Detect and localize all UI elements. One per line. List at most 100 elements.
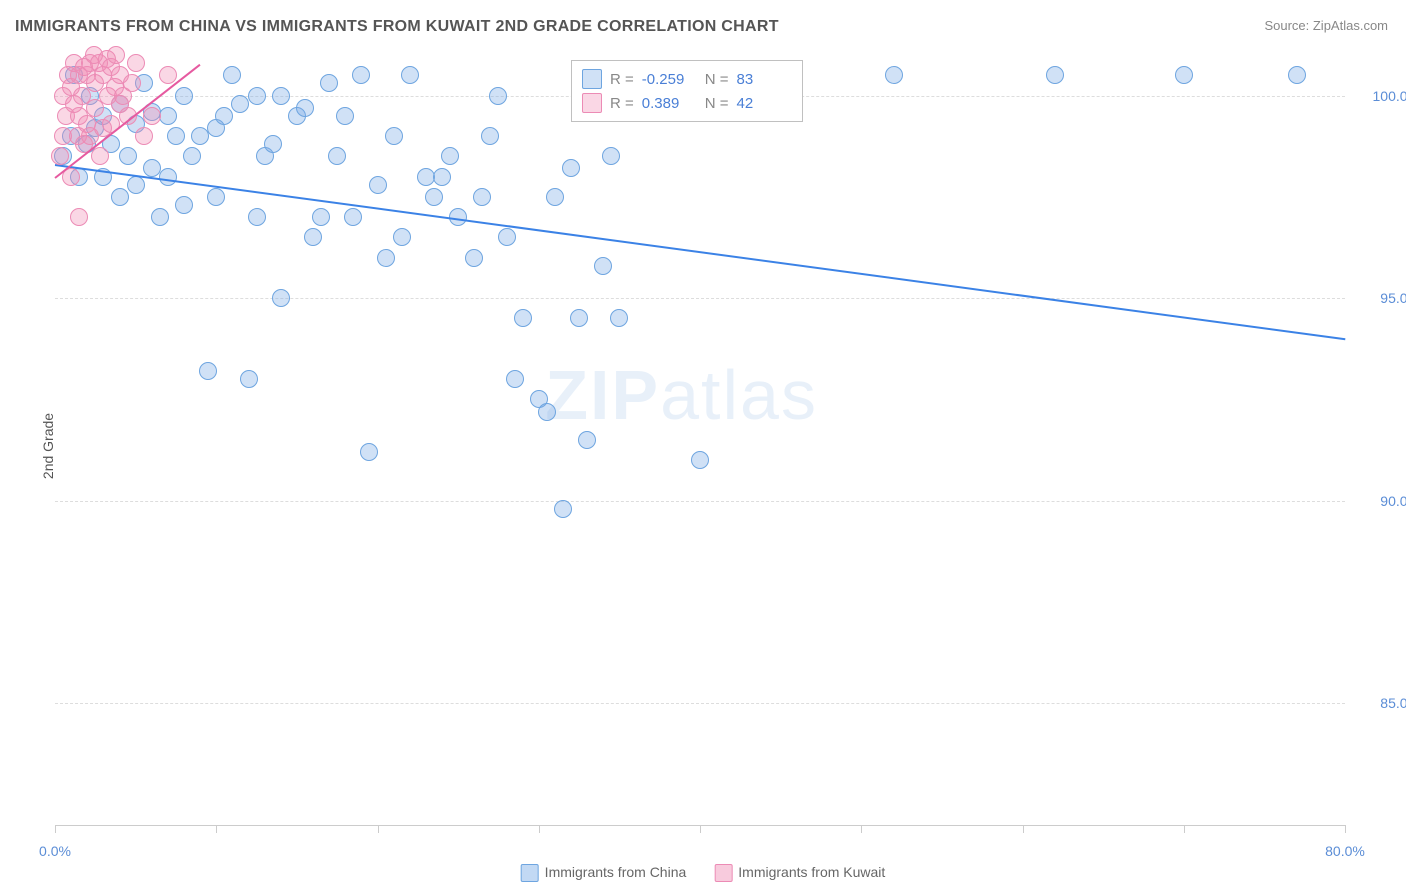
series-swatch <box>582 69 602 89</box>
data-point <box>107 46 125 64</box>
data-point <box>498 228 516 246</box>
data-point <box>151 208 169 226</box>
data-point <box>159 168 177 186</box>
data-point <box>336 107 354 125</box>
data-point <box>223 66 241 84</box>
scatter-plot-area: ZIPatlas 85.0%90.0%95.0%100.0%0.0%80.0%R… <box>55 55 1345 826</box>
data-point <box>885 66 903 84</box>
data-point <box>119 147 137 165</box>
data-point <box>538 403 556 421</box>
data-point <box>312 208 330 226</box>
gridline-horizontal <box>55 501 1345 502</box>
data-point <box>248 208 266 226</box>
data-point <box>207 188 225 206</box>
data-point <box>143 107 161 125</box>
trend-line <box>55 164 1345 340</box>
data-point <box>360 443 378 461</box>
x-axis-labels: 0.0%80.0% <box>55 843 1345 863</box>
watermark: ZIPatlas <box>545 355 818 435</box>
legend-swatch <box>714 864 732 882</box>
y-tick-label: 100.0% <box>1373 88 1406 104</box>
data-point <box>377 249 395 267</box>
data-point <box>514 309 532 327</box>
data-point <box>248 87 266 105</box>
data-point <box>264 135 282 153</box>
y-tick-label: 95.0% <box>1380 290 1406 306</box>
stats-row: R = 0.389 N = 42 <box>582 91 792 115</box>
data-point <box>562 159 580 177</box>
n-value: 42 <box>737 95 792 112</box>
data-point <box>691 451 709 469</box>
data-point <box>441 147 459 165</box>
data-point <box>70 208 88 226</box>
series-swatch <box>582 93 602 113</box>
data-point <box>159 107 177 125</box>
gridline-horizontal <box>55 298 1345 299</box>
data-point <box>231 95 249 113</box>
data-point <box>465 249 483 267</box>
data-point <box>175 87 193 105</box>
r-label: R = <box>610 71 634 88</box>
data-point <box>91 147 109 165</box>
data-point <box>473 188 491 206</box>
data-point <box>123 74 141 92</box>
legend-item: Immigrants from Kuwait <box>714 864 885 882</box>
data-point <box>127 54 145 72</box>
x-tick-label: 0.0% <box>39 843 71 859</box>
data-point <box>393 228 411 246</box>
data-point <box>272 87 290 105</box>
data-point <box>546 188 564 206</box>
data-point <box>578 431 596 449</box>
data-point <box>554 500 572 518</box>
chart-title: IMMIGRANTS FROM CHINA VS IMMIGRANTS FROM… <box>15 18 779 36</box>
data-point <box>506 370 524 388</box>
r-label: R = <box>610 95 634 112</box>
data-point <box>1175 66 1193 84</box>
source-attribution: Source: ZipAtlas.com <box>1264 18 1388 33</box>
legend-item: Immigrants from China <box>521 864 687 882</box>
data-point <box>481 127 499 145</box>
data-point <box>344 208 362 226</box>
data-point <box>594 257 612 275</box>
stats-row: R =-0.259N =83 <box>582 67 792 91</box>
data-point <box>489 87 507 105</box>
n-label: N = <box>705 71 729 88</box>
r-value: 0.389 <box>642 95 697 112</box>
data-point <box>191 127 209 145</box>
legend-label: Immigrants from China <box>545 864 687 880</box>
data-point <box>167 127 185 145</box>
data-point <box>215 107 233 125</box>
data-point <box>135 127 153 145</box>
data-point <box>111 188 129 206</box>
data-point <box>304 228 322 246</box>
data-point <box>175 196 193 214</box>
data-point <box>240 370 258 388</box>
n-value: 83 <box>737 71 792 88</box>
correlation-stats-box: R =-0.259N =83R =0.389N =42 <box>571 60 803 122</box>
x-tick-label: 80.0% <box>1325 843 1365 859</box>
data-point <box>296 99 314 117</box>
gridline-horizontal <box>55 703 1345 704</box>
data-point <box>127 176 145 194</box>
data-point <box>570 309 588 327</box>
data-point <box>320 74 338 92</box>
data-point <box>401 66 419 84</box>
data-point <box>1046 66 1064 84</box>
y-tick-label: 90.0% <box>1380 493 1406 509</box>
data-point <box>385 127 403 145</box>
data-point <box>183 147 201 165</box>
n-label: N = <box>705 95 729 112</box>
watermark-light: atlas <box>660 356 818 434</box>
data-point <box>602 147 620 165</box>
y-axis-title: 2nd Grade <box>40 413 56 479</box>
watermark-bold: ZIP <box>545 356 660 434</box>
data-point <box>51 147 69 165</box>
y-tick-label: 85.0% <box>1380 695 1406 711</box>
data-point <box>425 188 443 206</box>
legend-swatch <box>521 864 539 882</box>
data-point <box>272 289 290 307</box>
data-point <box>352 66 370 84</box>
data-point <box>433 168 451 186</box>
bottom-legend: Immigrants from China Immigrants from Kuw… <box>521 864 886 882</box>
data-point <box>610 309 628 327</box>
